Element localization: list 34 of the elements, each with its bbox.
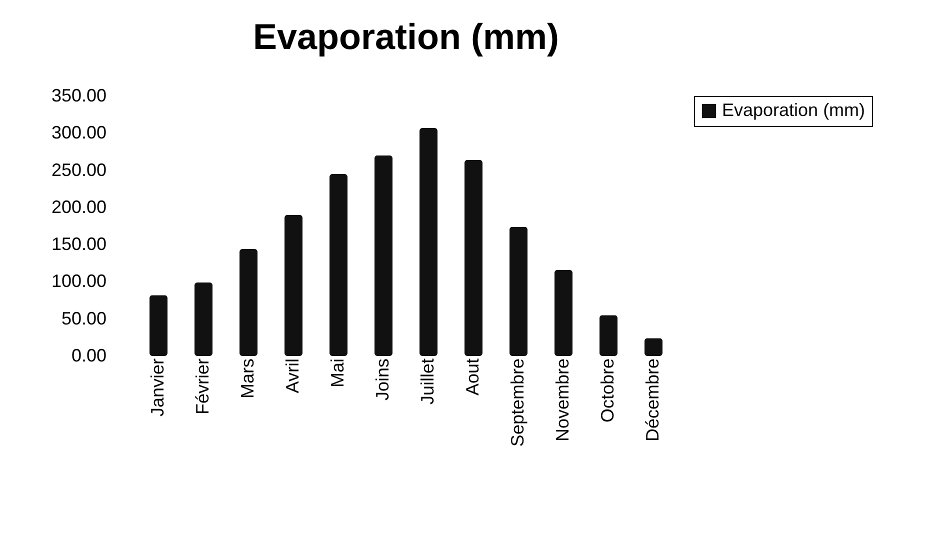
- bar: [330, 174, 348, 356]
- bar: [554, 270, 572, 356]
- x-tick-label: Avril: [282, 358, 302, 394]
- legend-label: Evaporation (mm): [722, 100, 866, 120]
- bar: [194, 282, 212, 356]
- y-tick-label: 0.00: [71, 346, 106, 366]
- x-tick-label: Décembre: [642, 358, 662, 442]
- x-tick-label: Octobre: [598, 358, 618, 423]
- y-tick-label: 50.00: [61, 308, 106, 328]
- bar: [644, 338, 662, 356]
- bar: [150, 295, 168, 356]
- bar: [240, 249, 258, 356]
- x-tick-label: Juillet: [418, 358, 438, 405]
- x-tick-label: Janvier: [148, 358, 168, 417]
- y-tick-label: 200.00: [51, 196, 106, 217]
- bar: [464, 160, 482, 356]
- y-tick-label: 250.00: [51, 160, 106, 180]
- y-tick-label: 150.00: [51, 234, 106, 254]
- bar: [510, 226, 528, 356]
- y-tick-label: 350.00: [51, 86, 106, 106]
- x-tick-label: Février: [192, 358, 212, 415]
- x-tick-label: Mars: [238, 358, 258, 398]
- x-tick-label: Mai: [328, 358, 348, 388]
- x-tick-label: Aout: [462, 358, 482, 396]
- bar: [420, 128, 438, 356]
- x-tick-label: Septembre: [508, 358, 528, 447]
- y-tick-label: 100.00: [51, 271, 106, 292]
- bar: [284, 214, 302, 356]
- x-tick-label: Novembre: [552, 358, 572, 442]
- chart-title: Evaporation (mm): [252, 16, 560, 57]
- y-tick-label: 300.00: [51, 122, 106, 143]
- bar: [374, 155, 392, 356]
- x-tick-label: Joins: [372, 358, 392, 401]
- bar: [600, 315, 618, 356]
